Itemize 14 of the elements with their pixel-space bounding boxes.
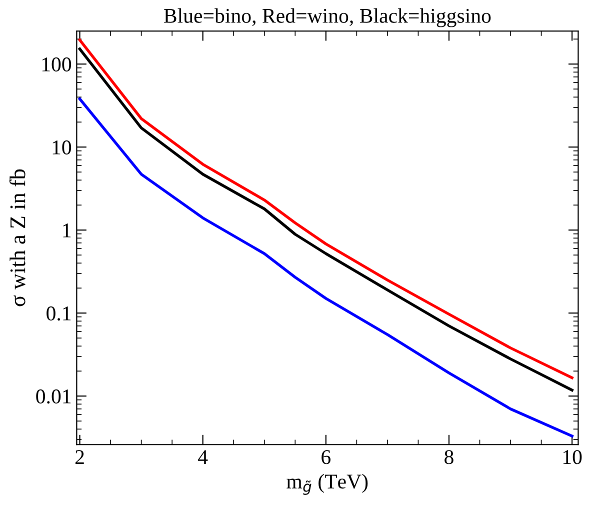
y-tick-label: 100 [42, 57, 72, 72]
x-tick-label: 10 [563, 450, 582, 464]
x-tick-label: 4 [198, 450, 208, 464]
x-tick-label: 2 [75, 450, 84, 464]
y-axis-title: σ with a Z in fb [9, 169, 26, 306]
y-tick-label: 0.1 [46, 306, 71, 321]
y-tick-label: 1 [63, 224, 71, 238]
y-tick-label: 10 [52, 140, 72, 154]
y-tick-label: 0.01 [36, 389, 71, 404]
chart-title: Blue=bino, Red=wino, Black=higgsino [164, 8, 491, 28]
x-tick-label: 8 [444, 450, 454, 464]
x-axis-title: m$_{g̃}$ (TeV) [286, 474, 368, 495]
x-tick-label: 6 [322, 450, 330, 464]
line-series [78, 98, 574, 438]
